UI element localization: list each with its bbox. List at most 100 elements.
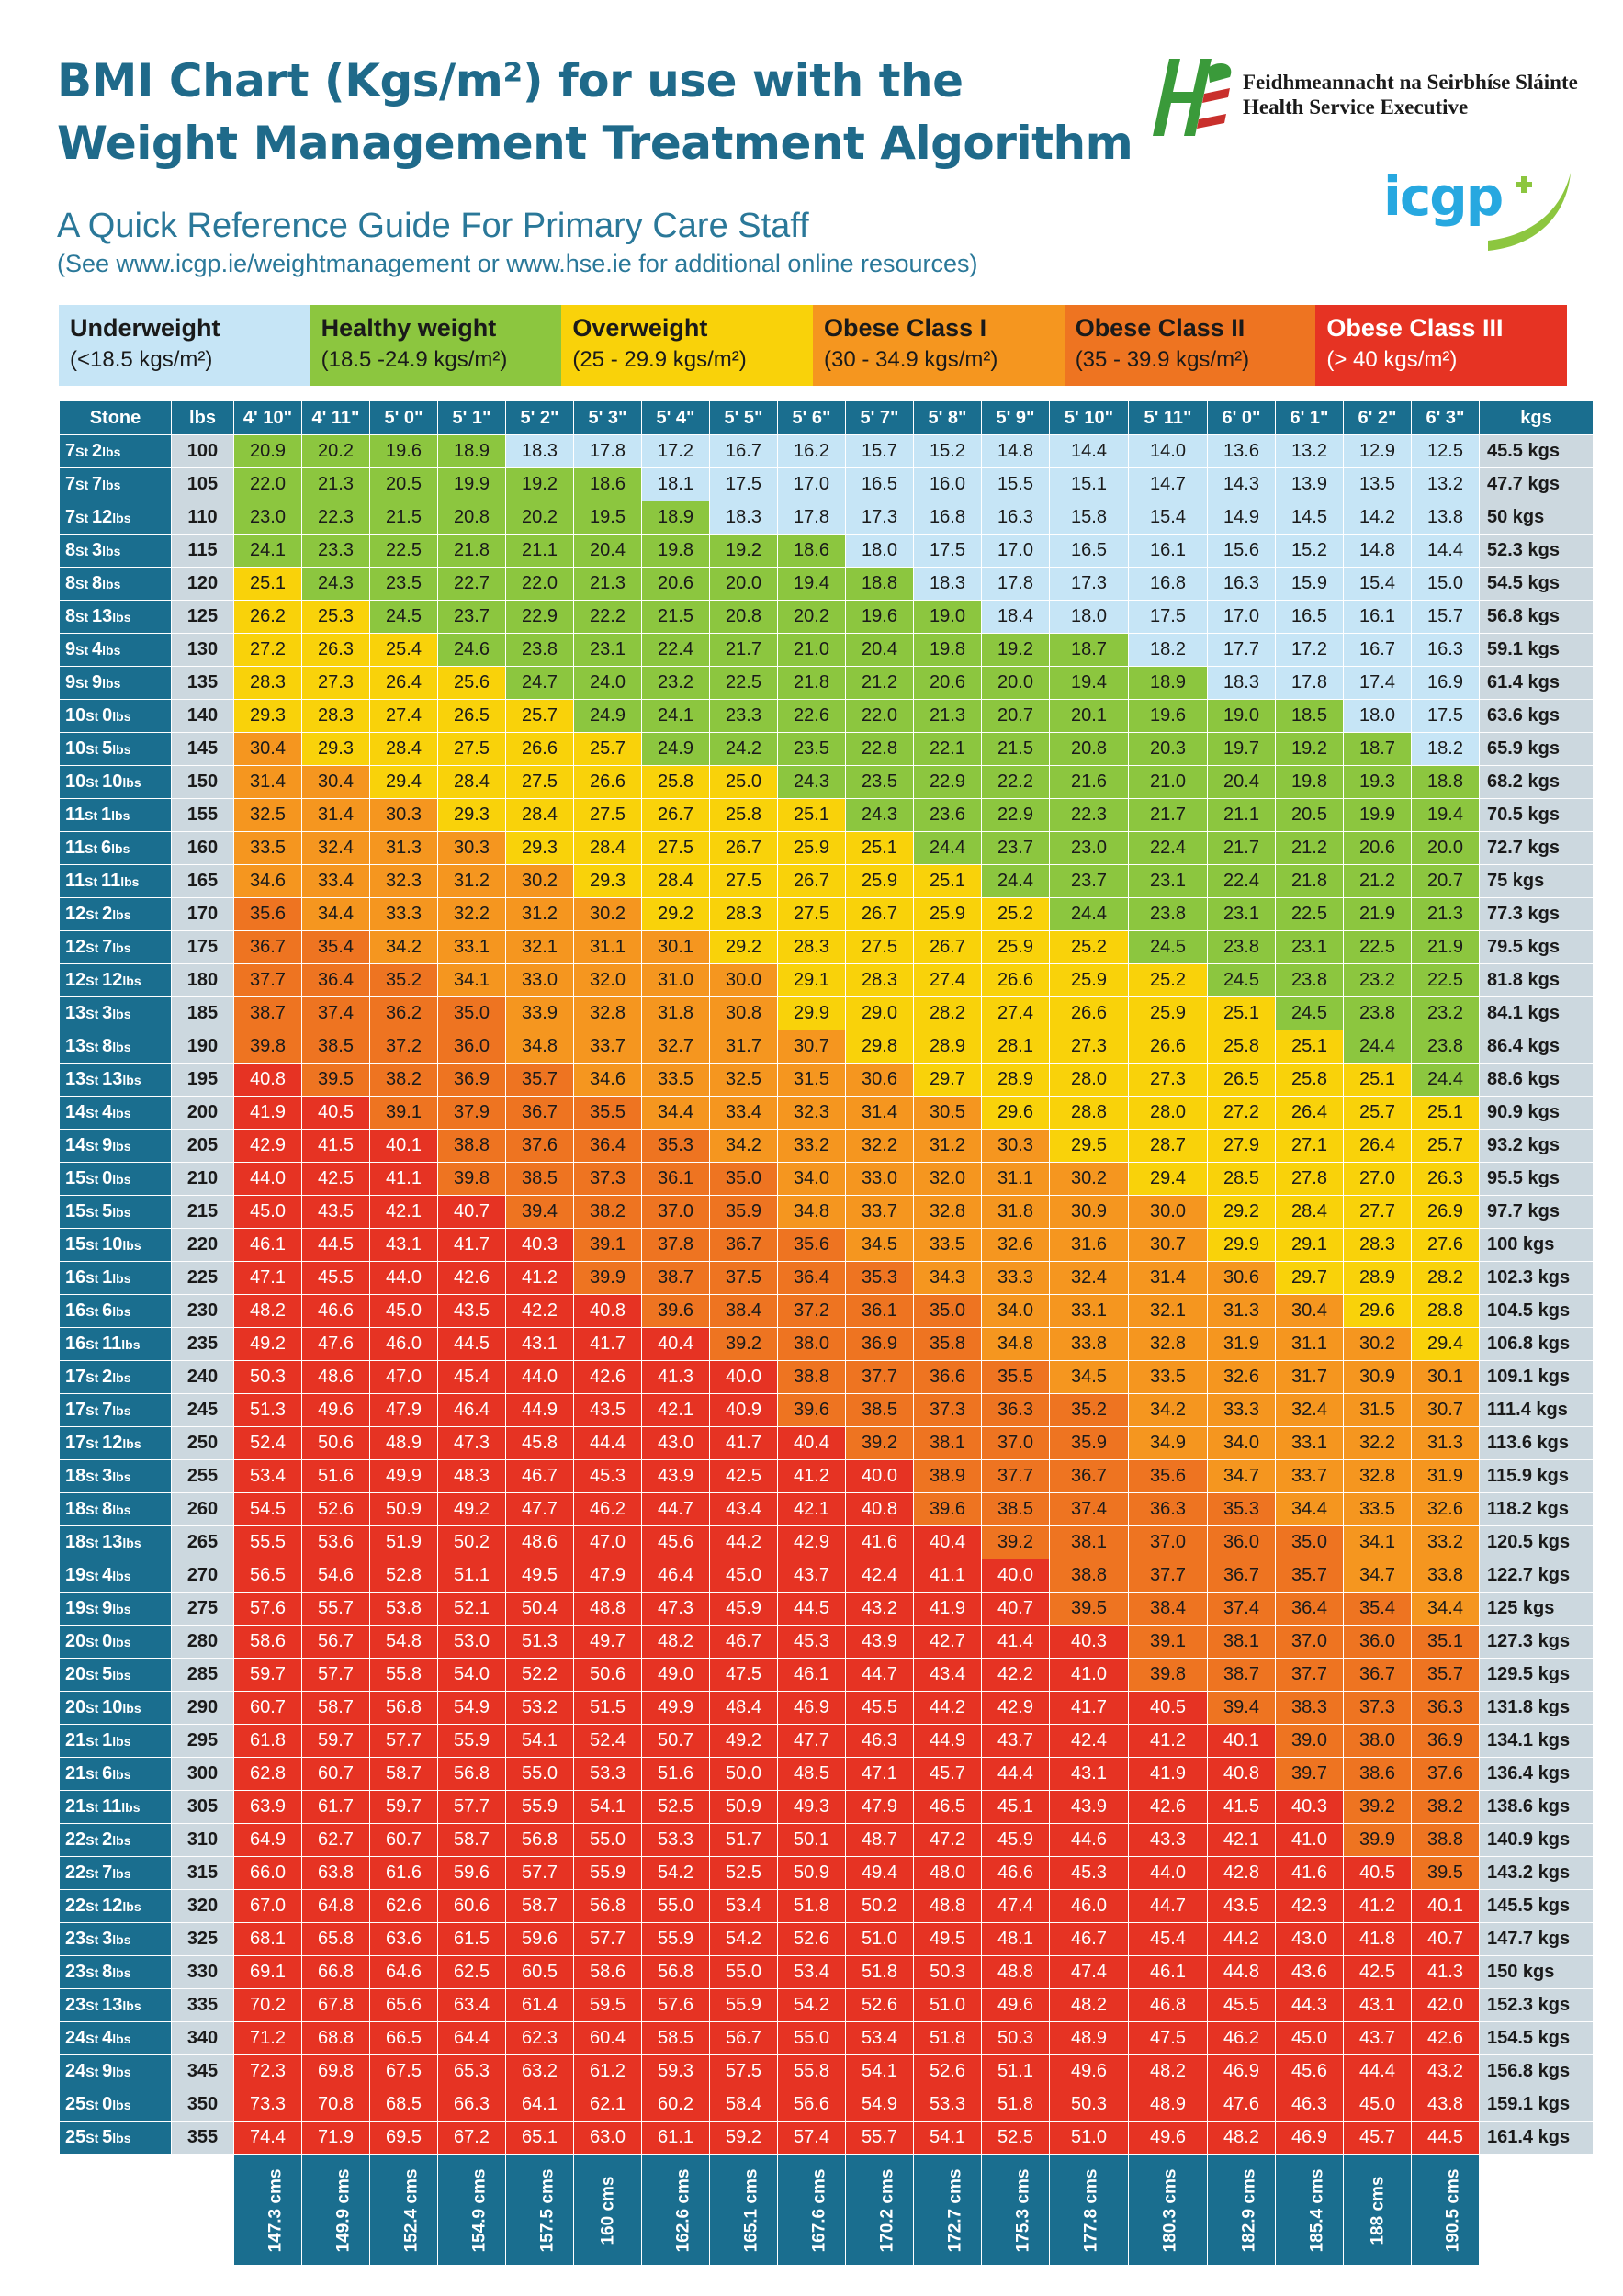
table-row: 20St 5lbs 285 59.7 57.7 55.8 54.0 52.2 50.6 49.0… (59, 1658, 1594, 1692)
bmi-cell: 25.9 (981, 930, 1050, 964)
header-height-ft: 5' 5" (709, 400, 778, 435)
lbs-unit: lbs (102, 676, 121, 691)
bmi-cell: 51.0 (845, 1922, 914, 1956)
table-row: 14St 4lbs 200 41.9 40.5 39.1 37.9 36.7 35.5 34.4… (59, 1096, 1594, 1130)
bmi-cell: 51.3 (505, 1625, 574, 1659)
bmi-cell: 20.9 (233, 434, 302, 468)
kgs-cell: 131.8 kgs (1479, 1691, 1594, 1725)
table-row: 23St 13lbs 335 70.2 67.8 65.6 63.4 61.4 59.5 57.… (59, 1988, 1594, 2022)
bmi-cell: 34.7 (1207, 1459, 1276, 1493)
stone-unit: St (85, 1536, 103, 1550)
bmi-cell: 20.2 (301, 434, 370, 468)
header-height-ft: 5' 9" (981, 400, 1050, 435)
bmi-cell: 19.2 (981, 633, 1050, 667)
bmi-cell: 22.9 (913, 765, 982, 799)
bmi-cell: 25.1 (1411, 1096, 1480, 1130)
bmi-cell: 47.6 (301, 1327, 370, 1361)
bmi-cell: 29.3 (573, 864, 642, 898)
bmi-cell: 43.3 (1128, 1823, 1208, 1857)
bmi-cell: 37.5 (709, 1261, 778, 1295)
stone-value: 20 (65, 1697, 86, 1717)
bmi-cell: 39.8 (1128, 1658, 1208, 1692)
bmi-cell: 39.1 (573, 1228, 642, 1262)
bmi-cell: 27.0 (1343, 1162, 1412, 1196)
header-height-ft: 5' 7" (845, 400, 914, 435)
bmi-cell: 54.5 (233, 1492, 302, 1526)
bmi-cell: 42.8 (1207, 1856, 1276, 1890)
bmi-cell: 25.7 (505, 699, 574, 733)
bmi-cell: 29.3 (301, 732, 370, 766)
stone-lbs-value: 8 (92, 573, 103, 593)
stone-lbs-value: 5 (102, 1664, 113, 1684)
kgs-cell: 154.5 kgs (1479, 2021, 1594, 2055)
stone-value: 21 (65, 1796, 86, 1817)
bmi-cell: 50.4 (505, 1592, 574, 1626)
lbs-cell: 120 (171, 567, 234, 601)
bmi-cell: 43.5 (437, 1294, 506, 1328)
bmi-cell: 66.3 (437, 2088, 506, 2122)
lbs-cell: 285 (171, 1658, 234, 1692)
bmi-cell: 18.6 (573, 467, 642, 501)
header-height-ft: 5' 8" (913, 400, 982, 435)
bmi-cell: 24.4 (981, 864, 1050, 898)
bmi-cell: 43.0 (641, 1426, 710, 1460)
bmi-cell: 41.5 (301, 1129, 370, 1163)
bmi-cell: 25.0 (709, 765, 778, 799)
bmi-cell: 16.7 (1343, 633, 1412, 667)
bmi-cell: 49.6 (1128, 2121, 1208, 2155)
header-row: Stone lbs 4' 10" 4' 11" 5' 0" 5' 1" 5' 2" 5' … (59, 400, 1594, 435)
bmi-cell: 42.6 (573, 1360, 642, 1394)
bmi-cell: 35.0 (709, 1162, 778, 1196)
stone-value: 25 (65, 2094, 86, 2114)
lbs-unit: lbs (122, 1701, 141, 1716)
bmi-cell: 27.5 (505, 765, 574, 799)
stone-cell: 20St 10lbs (59, 1691, 172, 1725)
stone-lbs-value: 11 (101, 871, 121, 891)
bmi-cell: 28.3 (709, 897, 778, 931)
stone-lbs-value: 12 (102, 1433, 123, 1453)
stone-unit: St (85, 742, 103, 757)
bmi-cell: 59.6 (505, 1922, 574, 1956)
stone-lbs-value: 12 (92, 507, 113, 527)
table-row: 19St 9lbs 275 57.6 55.7 53.8 52.1 50.4 48.8 47.3… (59, 1592, 1594, 1626)
bmi-cell: 27.5 (437, 732, 506, 766)
bmi-cell: 26.4 (369, 666, 438, 700)
kgs-cell: 118.2 kgs (1479, 1492, 1594, 1526)
stone-cell: 10St 5lbs (59, 732, 172, 766)
height-cm-cell: 165.1 cms (709, 2154, 778, 2266)
bmi-cell: 39.7 (1275, 1757, 1344, 1791)
stone-lbs-value: 8 (102, 1962, 113, 1982)
bmi-cell: 24.5 (1207, 963, 1276, 997)
bmi-cell: 54.2 (709, 1922, 778, 1956)
bmi-cell: 40.8 (573, 1294, 642, 1328)
bmi-cell: 17.4 (1343, 666, 1412, 700)
lbs-cell: 110 (171, 501, 234, 535)
stone-unit: St (85, 1833, 103, 1848)
bmi-cell: 63.6 (369, 1922, 438, 1956)
bmi-cell: 50.1 (777, 1823, 846, 1857)
bmi-cell: 55.5 (233, 1525, 302, 1559)
stone-value: 12 (65, 937, 86, 957)
bmi-cell: 39.2 (845, 1426, 914, 1460)
bmi-cell: 28.4 (369, 732, 438, 766)
bmi-cell: 57.6 (233, 1592, 302, 1626)
bmi-cell: 14.4 (1411, 534, 1480, 568)
stone-unit: St (75, 676, 93, 691)
height-cm-label: 172.7 cms (945, 2168, 965, 2252)
bmi-cell: 45.0 (1343, 2088, 1412, 2122)
stone-cell: 9St 9lbs (59, 666, 172, 700)
bmi-cell: 45.5 (1207, 1988, 1276, 2022)
table-row: 12St 7lbs 175 36.7 35.4 34.2 33.1 32.1 31.1 30.1… (59, 930, 1594, 964)
header-height-ft: 5' 3" (573, 400, 642, 435)
height-cm-label: 160 cms (598, 2175, 618, 2245)
height-cm-cell: 180.3 cms (1128, 2154, 1208, 2266)
lbs-cell: 195 (171, 1063, 234, 1097)
bmi-cell: 65.6 (369, 1988, 438, 2022)
height-cm-label: 190.5 cms (1443, 2168, 1463, 2252)
kgs-cell: 47.7 kgs (1479, 467, 1594, 501)
bmi-cell: 38.1 (913, 1426, 982, 1460)
stone-cell: 20St 0lbs (59, 1625, 172, 1659)
bmi-cell: 41.2 (505, 1261, 574, 1295)
stone-lbs-value: 6 (102, 1763, 113, 1784)
bmi-cell: 22.8 (845, 732, 914, 766)
